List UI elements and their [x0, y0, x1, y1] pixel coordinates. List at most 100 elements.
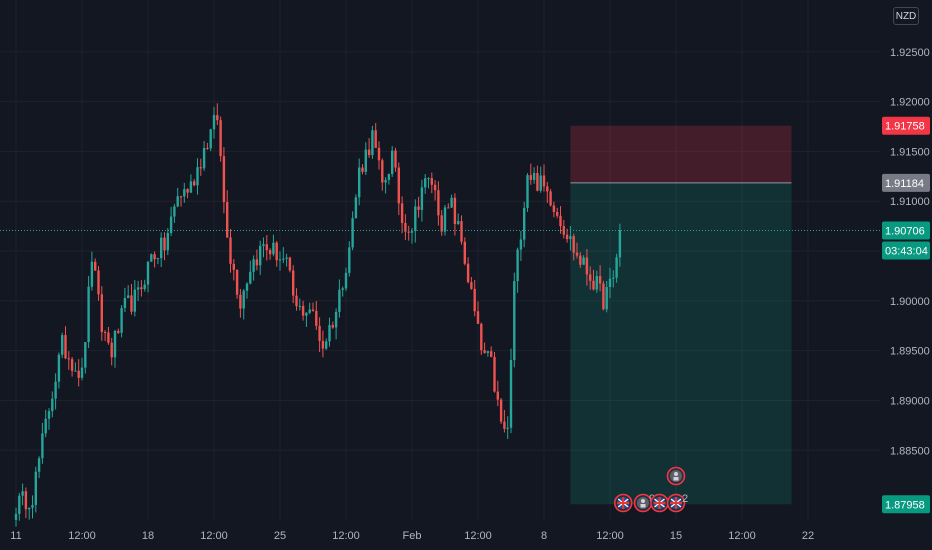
time-axis[interactable]: 11 12:00 18 12:00 25 12:00 Feb 12:00 8 12:00 15 12:…	[10, 530, 814, 542]
candle-up	[80, 367, 84, 378]
candle-up	[387, 173, 391, 180]
candle-up	[90, 261, 94, 287]
candle-up	[183, 189, 186, 197]
candle-up	[34, 471, 37, 505]
candle-up	[605, 287, 608, 310]
candle-down	[549, 191, 552, 206]
candles	[14, 103, 622, 527]
candle-up	[252, 259, 255, 272]
candle-up	[21, 491, 24, 496]
candle-down	[110, 342, 113, 358]
candle-up	[582, 257, 585, 265]
candle-down	[381, 160, 384, 183]
candle-up	[242, 290, 245, 309]
candle-up	[189, 181, 193, 193]
candle-up	[146, 261, 150, 285]
candle-up	[160, 237, 163, 259]
candle-down	[453, 197, 457, 225]
candle-up	[54, 381, 57, 399]
candle-down	[275, 242, 278, 261]
candle-up	[127, 295, 130, 298]
figure-head	[674, 472, 678, 476]
economic-events[interactable]: 92	[613, 466, 689, 513]
candle-down	[331, 325, 334, 328]
candle-up	[539, 175, 542, 191]
x-tick-label: 25	[274, 530, 286, 542]
candle-down	[417, 206, 420, 210]
candle-up	[358, 167, 361, 198]
candle-down	[367, 149, 371, 156]
candle-down	[292, 270, 295, 296]
candle-up	[443, 207, 447, 232]
candle-down	[153, 254, 156, 260]
candle-up	[338, 289, 341, 312]
candle-down	[552, 205, 556, 212]
candle-down	[117, 330, 120, 333]
candle-up	[328, 325, 331, 342]
candle-down	[64, 335, 67, 359]
candle-down	[163, 237, 166, 251]
candle-down	[394, 150, 397, 168]
candle-up	[282, 258, 285, 260]
candle-up	[334, 311, 338, 328]
candle-down	[265, 244, 268, 251]
candle-up	[47, 411, 51, 419]
position-zones[interactable]	[570, 125, 792, 505]
uk-flag-event-icon[interactable]	[650, 493, 669, 513]
x-tick-label: 12:00	[728, 530, 756, 542]
candle-down	[361, 167, 364, 172]
candle-down	[97, 270, 100, 295]
figure-event-icon[interactable]	[666, 466, 686, 486]
candle-down	[437, 190, 440, 216]
candle-down	[499, 399, 503, 422]
candle-up	[196, 167, 199, 186]
currency-label[interactable]: NZD	[893, 7, 919, 25]
y-tick-label: 1.92000	[890, 97, 930, 109]
candle-down	[318, 325, 321, 341]
candle-down	[374, 130, 377, 148]
candle-down	[585, 257, 589, 275]
candle-up	[615, 257, 618, 278]
candle-down	[94, 261, 97, 271]
candle-down	[483, 350, 486, 353]
candle-down	[598, 276, 602, 284]
current-price-tag-bg	[882, 221, 930, 240]
uk-flag-event-icon[interactable]	[613, 493, 633, 513]
candle-up	[272, 242, 275, 255]
candle-up	[348, 247, 351, 273]
candle-down	[404, 222, 407, 232]
candle-up	[51, 398, 54, 412]
candle-down	[503, 421, 506, 429]
candle-up	[209, 129, 212, 149]
candle-down	[470, 282, 473, 289]
candle-down	[572, 236, 575, 253]
candle-down	[473, 288, 476, 312]
candle-down	[301, 305, 305, 316]
candle-down	[397, 167, 400, 204]
x-tick-label: 12:00	[596, 530, 624, 542]
candle-up	[325, 341, 328, 349]
candle-up	[420, 187, 424, 210]
x-tick-label: 22	[802, 530, 814, 542]
candle-down	[529, 175, 532, 180]
candle-down	[77, 370, 80, 378]
candle-up	[120, 307, 123, 333]
candle-up	[424, 178, 427, 188]
candle-down	[255, 259, 259, 266]
candle-up	[74, 370, 77, 372]
candle-down	[179, 196, 183, 198]
candle-down	[559, 215, 562, 227]
candle-up	[44, 418, 47, 434]
candle-up	[245, 283, 249, 291]
candle-down	[490, 351, 493, 357]
candle-down	[460, 221, 463, 242]
x-tick-label: 12:00	[200, 530, 228, 542]
candle-down	[321, 340, 325, 349]
candle-up	[384, 179, 387, 183]
candle-up	[84, 342, 87, 368]
candle-up	[285, 257, 288, 259]
uk-flag-event-icon[interactable]: 2	[666, 493, 689, 513]
candle-up	[166, 232, 169, 251]
candle-down	[206, 147, 209, 149]
